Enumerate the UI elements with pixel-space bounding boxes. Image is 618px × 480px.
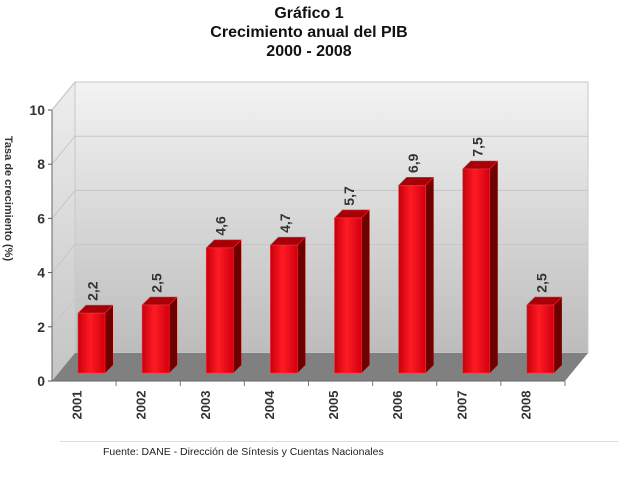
plot-walls — [48, 80, 589, 386]
data-label: 2,5 — [149, 273, 165, 293]
bar-front — [205, 247, 234, 374]
data-label: 7,5 — [469, 137, 485, 157]
data-label: 4,6 — [213, 216, 229, 236]
bar-side — [297, 237, 306, 373]
chart-title-line1: Gráfico 1 — [274, 5, 344, 22]
chart-title-line2: Crecimiento anual del PIB — [210, 24, 408, 41]
source-note: Fuente: DANE - Dirección de Síntesis y C… — [103, 446, 384, 458]
bar-front — [462, 168, 491, 374]
y-tick-label: 0 — [37, 373, 45, 389]
bar-front — [398, 185, 426, 374]
gridline-side — [51, 81, 76, 111]
gridline-side — [51, 135, 76, 165]
chart-title-line3: 2000 - 2008 — [266, 43, 352, 60]
bar — [205, 239, 242, 374]
y-tick-label: 8 — [37, 156, 45, 172]
separator-line — [60, 441, 618, 442]
x-tick-label: 2001 — [70, 391, 85, 420]
bar-side — [361, 209, 370, 373]
floor — [52, 353, 588, 381]
y-tick-label: 6 — [37, 210, 45, 226]
bar — [141, 296, 178, 374]
gridline-side — [51, 298, 76, 328]
bar-side — [489, 161, 498, 373]
bar — [462, 160, 499, 374]
bar — [269, 236, 307, 374]
bars-group — [77, 160, 563, 374]
bar-front — [270, 244, 298, 374]
bar-side — [105, 305, 113, 373]
bar-side — [233, 239, 242, 373]
x-tick-label: 2007 — [454, 391, 469, 420]
bar-side — [553, 297, 562, 373]
x-tick-label: 2004 — [262, 390, 277, 420]
gridline-side — [51, 244, 76, 273]
x-tick-label: 2006 — [390, 391, 405, 420]
data-label: 2,2 — [85, 281, 101, 301]
x-tick-label: 2005 — [326, 391, 341, 420]
labels-group: 0 2 4 6 8 10 2,2 2001 2,5 2002 4,6 2003 4,7 2004 5,7 20… — [29, 102, 549, 419]
data-label: 6,9 — [405, 153, 421, 173]
bar-front — [334, 217, 362, 374]
data-label: 2,5 — [533, 273, 549, 293]
data-label: 4,7 — [277, 213, 293, 233]
y-tick-label: 4 — [37, 265, 45, 281]
y-tick-label: 10 — [29, 102, 45, 118]
gridline-side — [51, 190, 76, 219]
bar-front — [526, 304, 555, 374]
side-wall — [51, 80, 76, 383]
bar-side — [169, 297, 178, 373]
bar — [333, 209, 371, 374]
x-tick-label: 2002 — [134, 391, 149, 420]
x-tick-label: 2003 — [198, 391, 213, 420]
bar — [397, 177, 435, 374]
bar — [77, 304, 114, 374]
bar-front — [141, 304, 170, 374]
bar-chart: 0 2 4 6 8 10 2,2 2001 2,5 2002 4,6 2003 4,7 2004 5,7 20… — [29, 80, 589, 419]
bar-side — [425, 177, 434, 373]
x-tick-label: 2008 — [518, 391, 533, 420]
y-tick-label: 2 — [37, 319, 45, 335]
data-label: 5,7 — [341, 186, 357, 206]
bar — [526, 296, 563, 374]
bar-front — [77, 312, 106, 374]
